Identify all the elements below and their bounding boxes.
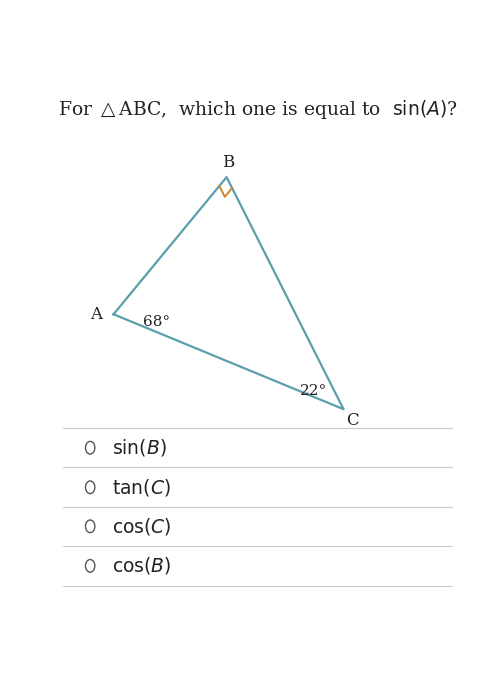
Text: 22°: 22°	[299, 384, 327, 398]
Text: $\cos(\mathit{B})$: $\cos(\mathit{B})$	[112, 556, 171, 576]
Text: A: A	[90, 306, 102, 323]
Text: $\cos(\mathit{C})$: $\cos(\mathit{C})$	[112, 516, 171, 537]
Text: B: B	[222, 154, 235, 171]
Text: For $\triangle$ABC,  which one is equal to  $\sin(\mathit{A})$?: For $\triangle$ABC, which one is equal t…	[58, 98, 458, 121]
Text: $\sin(\mathit{B})$: $\sin(\mathit{B})$	[112, 437, 166, 458]
Text: $\tan(\mathit{C})$: $\tan(\mathit{C})$	[112, 477, 171, 498]
Text: 68°: 68°	[143, 315, 170, 329]
Text: C: C	[347, 412, 359, 429]
